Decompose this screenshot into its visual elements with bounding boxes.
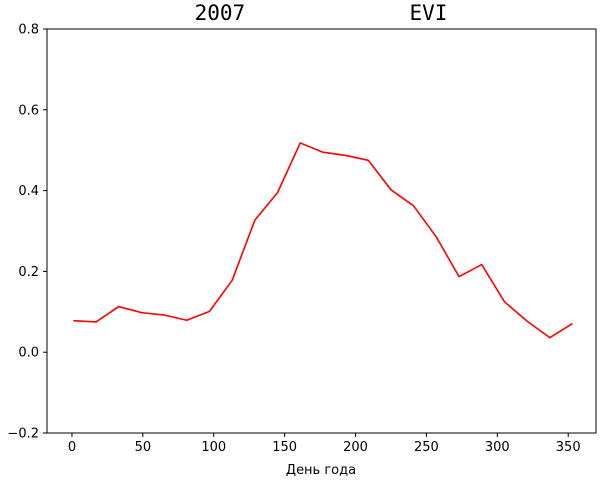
- plot-area: [46, 28, 597, 434]
- x-axis-label: День года: [286, 463, 356, 478]
- x-tick-label: 350: [556, 440, 581, 455]
- y-tick-label: 0.4: [18, 184, 39, 199]
- y-tick-label: 0.2: [18, 265, 39, 280]
- x-tick-label: 50: [135, 440, 152, 455]
- plot-frame: [46, 28, 597, 434]
- series-layer: [73, 142, 573, 339]
- x-tick-label: 150: [272, 440, 297, 455]
- y-tick-label: 0.0: [18, 346, 39, 361]
- x-tick-label: 0: [68, 440, 76, 455]
- chart-title: 2007 EVI: [195, 1, 448, 25]
- y-tick-label: 0.6: [18, 103, 39, 118]
- y-axis: −0.2 0.0 0.2 0.4 0.6 0.8: [7, 23, 47, 442]
- y-tick-label: 0.8: [18, 23, 39, 38]
- x-tick-label: 300: [485, 440, 510, 455]
- series-line-0: [73, 142, 573, 339]
- y-tick-label: −0.2: [7, 427, 39, 442]
- x-tick-label: 250: [414, 440, 439, 455]
- x-tick-label: 100: [201, 440, 226, 455]
- x-tick-label: 200: [343, 440, 368, 455]
- x-axis: 0 50 100 150 200 250 300 350: [68, 433, 581, 455]
